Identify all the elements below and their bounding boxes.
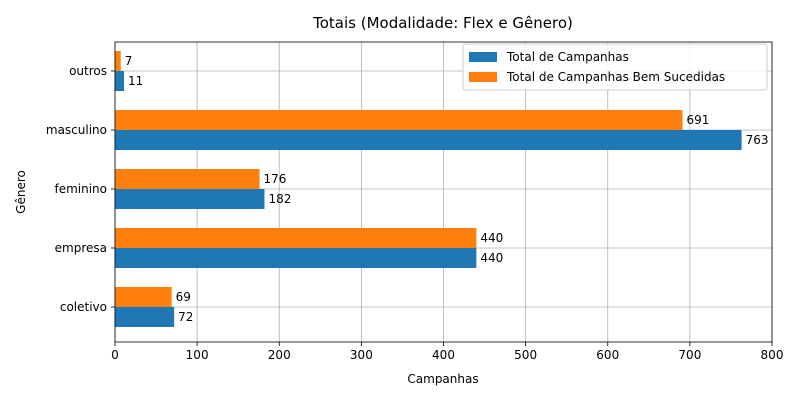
y-tick-label: masculino xyxy=(46,123,107,137)
bar-value-label: 7 xyxy=(125,54,133,68)
bars xyxy=(115,51,742,327)
legend-swatch xyxy=(469,52,497,62)
bar-value-label: 763 xyxy=(746,133,769,147)
bar-value-label: 182 xyxy=(268,192,291,206)
bar-value-label: 69 xyxy=(176,290,191,304)
bar xyxy=(115,307,175,327)
y-axis-label: Gênero xyxy=(14,170,28,214)
x-tick-label: 800 xyxy=(761,348,784,362)
x-axis-label: Campanhas xyxy=(407,372,478,386)
bar xyxy=(115,130,742,150)
bar xyxy=(115,189,265,209)
legend-label: Total de Campanhas Bem Sucedidas xyxy=(506,70,725,84)
x-tick-label: 700 xyxy=(678,348,701,362)
x-tick-label: 600 xyxy=(596,348,619,362)
bar xyxy=(115,110,683,130)
bar xyxy=(115,287,172,307)
data-labels: 72 440 182 763 11 69 440 176 691 7 xyxy=(125,54,769,324)
legend-box xyxy=(462,43,768,91)
y-axis-ticks: coletivo empresa feminino masculino outros xyxy=(46,64,115,314)
legend-swatch xyxy=(469,72,497,82)
y-tick-label: coletivo xyxy=(60,300,107,314)
bar-value-label: 176 xyxy=(264,172,287,186)
bar xyxy=(115,248,477,268)
x-tick-label: 400 xyxy=(432,348,455,362)
bar-value-label: 11 xyxy=(128,74,143,88)
x-tick-label: 0 xyxy=(111,348,119,362)
x-tick-label: 500 xyxy=(514,348,537,362)
bar-value-label: 72 xyxy=(178,310,193,324)
bar-value-label: 440 xyxy=(480,251,503,265)
bar xyxy=(115,51,121,71)
bar-value-label: 440 xyxy=(480,231,503,245)
y-tick-label: feminino xyxy=(54,182,107,196)
bar-value-label: 691 xyxy=(686,113,709,127)
legend-label: Total de Campanhas xyxy=(506,50,629,64)
bar xyxy=(115,169,260,189)
chart-title: Totais (Modalidade: Flex e Gênero) xyxy=(312,14,573,32)
x-axis-ticks: 0 100 200 300 400 500 600 700 800 xyxy=(111,342,783,362)
x-tick-label: 200 xyxy=(268,348,291,362)
bar xyxy=(115,71,125,91)
bar xyxy=(115,228,477,248)
y-tick-label: outros xyxy=(69,64,107,78)
x-tick-label: 100 xyxy=(186,348,209,362)
legend: Total de Campanhas Total de Campanhas Bem… xyxy=(462,43,768,91)
y-tick-label: empresa xyxy=(55,241,107,255)
x-tick-label: 300 xyxy=(350,348,373,362)
